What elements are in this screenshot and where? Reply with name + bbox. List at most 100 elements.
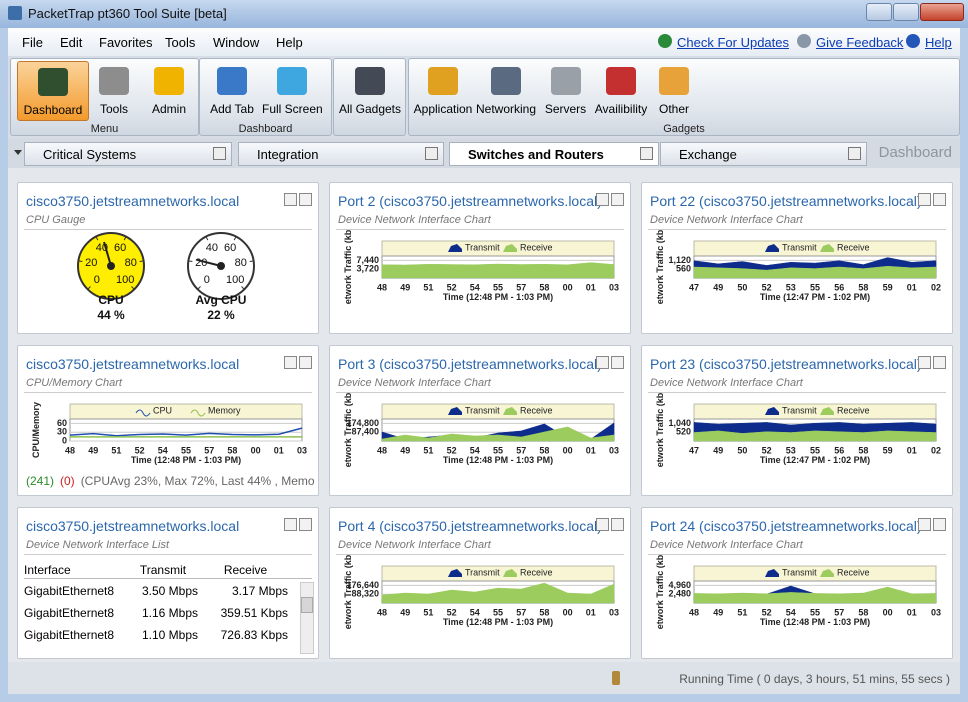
widget-title: Port 24 (cisco3750.jetstreamnetworks.loc… [650,518,922,534]
toolbar-button[interactable]: Admin [141,61,197,119]
legend-swatch [820,244,834,252]
tab-dropdown[interactable] [425,147,438,160]
y-tick-label: 87,400 [351,427,379,437]
maximize-button[interactable] [893,3,919,21]
widget-panel: cisco3750.jetstreamnetworks.local CPU Gau… [17,182,319,334]
table-cell: GigabitEthernet8 [24,628,115,642]
tab[interactable]: Integration [238,142,444,166]
legend-swatch [190,409,206,417]
widget-menu-button[interactable] [596,193,609,206]
toolbar-button[interactable]: Availibility [594,61,648,119]
x-tick-label: 52 [762,282,772,292]
widget-close-button[interactable] [299,193,312,206]
widget-panel: Port 3 (cisco3750.jetstreamnetworks.loca… [329,345,631,496]
legend-swatch [135,409,151,417]
widget-close-button[interactable] [611,193,624,206]
table-cell: 726.83 Kbps [220,628,288,642]
toolbar-group: All Gadgets [333,58,406,136]
toolbar-button[interactable]: Add Tab [204,61,260,119]
legend-label: Transmit [782,567,817,577]
tab-dropdown[interactable] [848,147,861,160]
y-tick-label: 1,040 [668,418,691,428]
x-tick-label: 00 [251,445,261,455]
tab-dropdown[interactable] [213,147,226,160]
header-link[interactable]: Check For Updates [677,35,789,50]
widget-close-button[interactable] [611,518,624,531]
toolbar-button[interactable]: Networking [475,61,537,119]
widget-subtitle: Device Network Interface Chart [650,377,803,389]
x-tick-label: 02 [931,445,941,455]
gauge-tick [188,260,193,262]
widget-close-button[interactable] [299,356,312,369]
menu-item[interactable]: File [22,35,43,50]
x-tick-label: 00 [563,445,573,455]
close-button[interactable] [920,3,964,21]
menu-item[interactable]: Help [276,35,303,50]
widget-menu-button[interactable] [596,518,609,531]
series-area [693,430,937,442]
widget-close-button[interactable] [299,518,312,531]
header-link[interactable]: Help [925,35,952,50]
menu-item[interactable]: Favorites [99,35,153,50]
tab[interactable]: Critical Systems [24,142,232,166]
x-axis-label: Time (12:47 PM - 1:02 PM) [760,455,870,465]
widget-menu-button[interactable] [284,518,297,531]
header-link[interactable]: Give Feedback [816,35,904,50]
x-tick-label: 53 [786,445,796,455]
widget-title: Port 2 (cisco3750.jetstreamnetworks.loca… [338,193,602,209]
widget-menu-button[interactable] [918,356,931,369]
scrollbar[interactable] [300,582,314,654]
tab[interactable]: Exchange [660,142,867,166]
x-tick-label: 01 [907,282,917,292]
tab[interactable]: Switches and Routers [449,142,659,166]
table-header: Receive [223,563,268,577]
y-tick-label: 560 [676,264,691,274]
legend-label: Receive [520,567,553,577]
legend-band [69,403,303,420]
tab-menu-arrow[interactable] [14,150,22,155]
widget-panel: Port 23 (cisco3750.jetstreamnetworks.loc… [641,345,953,496]
toolbar-button[interactable]: Tools [89,61,139,119]
legend-swatch [448,244,462,252]
toolbar-button[interactable]: Other [649,61,699,119]
toolbar-button[interactable]: Full Screen [262,61,323,119]
gauge-tick [197,286,201,290]
scroll-thumb[interactable] [301,597,313,613]
widget-close-button[interactable] [933,518,946,531]
toolbar-button[interactable]: All Gadgets [337,61,403,119]
toolbar-button[interactable]: Servers [538,61,593,119]
series-area [693,586,937,604]
minimize-button[interactable] [866,3,892,21]
y-axis-label: etwork Traffic (kb [343,392,353,467]
button-label: Dashboard [23,103,83,117]
widget-menu-button[interactable] [596,356,609,369]
x-tick-label: 00 [883,607,893,617]
tab-dropdown[interactable] [640,147,653,160]
gauge-tick-label: 60 [224,242,236,254]
widget-menu-button[interactable] [918,193,931,206]
x-tick-label: 57 [516,282,526,292]
widget-menu-button[interactable] [918,518,931,531]
table-header: Transmit [139,563,187,577]
widget-menu-button[interactable] [284,193,297,206]
x-tick-label: 02 [931,282,941,292]
menu-item[interactable]: Window [213,35,260,50]
toolbar-button[interactable]: Application [413,61,473,119]
x-tick-label: 58 [539,282,549,292]
widget-close-button[interactable] [933,356,946,369]
legend-label: Transmit [465,242,500,252]
widget-close-button[interactable] [611,356,624,369]
table-cell: GigabitEthernet8 [24,584,115,598]
x-tick-label: 55 [493,607,503,617]
button-icon [277,67,307,95]
gauge-value: 44 % [97,308,125,322]
menu-item[interactable]: Tools [165,35,196,50]
hourglass-icon [612,671,620,685]
widget-close-button[interactable] [933,193,946,206]
toolbar-button[interactable]: Dashboard [17,61,89,121]
link-icon [906,34,920,48]
menu-item[interactable]: Edit [60,35,83,50]
table-cell: 1.16 Mbps [141,606,198,620]
gauge-hub [107,262,115,270]
widget-menu-button[interactable] [284,356,297,369]
